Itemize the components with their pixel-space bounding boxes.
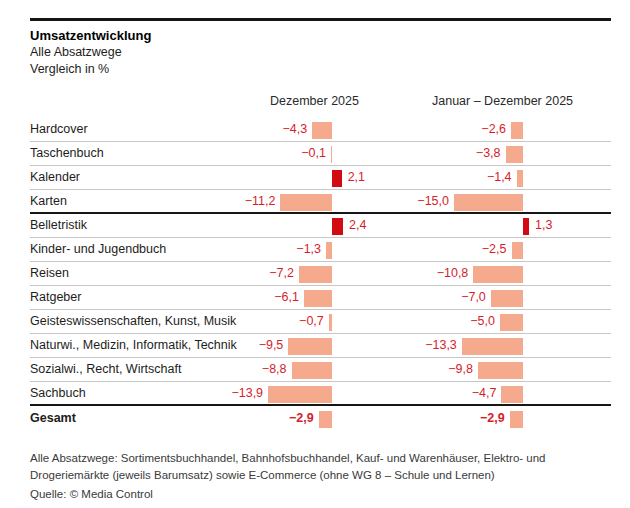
bar-dezember bbox=[304, 290, 332, 307]
value-label-jan-dez: −3,8 bbox=[476, 142, 501, 165]
row-label: Geisteswissenschaften, Kunst, Musik bbox=[30, 310, 236, 333]
chart-page: Umsatzentwicklung Alle Absatzwege Vergle… bbox=[0, 0, 630, 508]
table-row: Sozialwi., Recht, Wirtschaft −8,8 −9,8 bbox=[30, 358, 611, 382]
table-row: Ratgeber −6,1 −7,0 bbox=[30, 286, 611, 310]
bar-dezember bbox=[332, 170, 342, 187]
table-row: Sachbuch −13,9 −4,7 bbox=[30, 382, 611, 406]
value-label-dezember: 2,1 bbox=[348, 166, 365, 189]
column-header-januar-dezember: Januar – Dezember 2025 bbox=[432, 94, 573, 108]
bar-jan-dez bbox=[501, 386, 523, 403]
row-label: Hardcover bbox=[30, 118, 88, 141]
value-label-jan-dez: −9,8 bbox=[448, 358, 473, 381]
bar-dezember bbox=[288, 338, 332, 355]
row-label: Sachbuch bbox=[30, 382, 86, 405]
value-label-dezember: −11,2 bbox=[245, 190, 276, 213]
value-label-dezember: −0,1 bbox=[301, 142, 326, 165]
bar-dezember bbox=[331, 146, 332, 163]
value-label-dezember: −6,1 bbox=[274, 286, 299, 309]
table-row: Naturwi., Medizin, Informatik, Technik −9… bbox=[30, 334, 611, 358]
bar-dezember bbox=[319, 411, 332, 428]
bar-dezember bbox=[329, 314, 332, 331]
table-row: Karten −11,2 −15,0 bbox=[30, 190, 611, 214]
bar-jan-dez bbox=[511, 122, 523, 139]
row-label: Sozialwi., Recht, Wirtschaft bbox=[30, 358, 181, 381]
bar-dezember bbox=[292, 362, 332, 379]
table-row: Belletristik 2,4 1,3 bbox=[30, 214, 611, 238]
bar-jan-dez bbox=[512, 242, 524, 259]
bar-dezember bbox=[312, 122, 332, 139]
row-label: Karten bbox=[30, 190, 67, 213]
table-row: Geisteswissenschaften, Kunst, Musik −0,7 −… bbox=[30, 310, 611, 334]
bar-dezember bbox=[326, 242, 332, 259]
row-label: Belletristik bbox=[30, 214, 87, 237]
value-label-jan-dez: −10,8 bbox=[437, 262, 469, 285]
bar-jan-dez bbox=[510, 411, 523, 428]
value-label-jan-dez: −15,0 bbox=[417, 190, 449, 213]
value-label-jan-dez: −2,9 bbox=[480, 406, 505, 431]
row-label: Gesamt bbox=[30, 406, 76, 431]
row-label: Kinder- und Jugendbuch bbox=[30, 238, 166, 261]
table-row: Hardcover −4,3 −2,6 bbox=[30, 118, 611, 142]
chart-subtitle-channels: Alle Absatzwege bbox=[30, 44, 151, 61]
table-row: Kinder- und Jugendbuch −1,3 −2,5 bbox=[30, 238, 611, 262]
bar-jan-dez bbox=[500, 314, 523, 331]
table-row: Gesamt −2,9 −2,9 bbox=[30, 406, 611, 432]
value-label-jan-dez: −4,7 bbox=[472, 382, 497, 405]
footnote: Alle Absatzwege: Sortimentsbuchhandel, B… bbox=[30, 450, 608, 483]
bar-jan-dez bbox=[473, 266, 523, 283]
value-label-jan-dez: −5,0 bbox=[470, 310, 495, 333]
row-label: Reisen bbox=[30, 262, 69, 285]
row-label: Ratgeber bbox=[30, 286, 81, 309]
bar-jan-dez bbox=[506, 146, 523, 163]
value-label-dezember: −4,3 bbox=[283, 118, 308, 141]
source-credit: Quelle: © Media Control bbox=[30, 488, 153, 500]
chart-subtitle-unit: Vergleich in % bbox=[30, 61, 151, 78]
chart-title: Umsatzentwicklung bbox=[30, 27, 151, 44]
bar-jan-dez bbox=[523, 218, 529, 235]
table-row: Taschenbuch −0,1 −3,8 bbox=[30, 142, 611, 166]
top-rule bbox=[30, 18, 611, 21]
bar-jan-dez bbox=[478, 362, 523, 379]
bar-jan-dez bbox=[491, 290, 523, 307]
chart-header: Umsatzentwicklung Alle Absatzwege Vergle… bbox=[30, 27, 151, 77]
bar-jan-dez bbox=[462, 338, 523, 355]
bar-jan-dez bbox=[454, 194, 523, 211]
row-label: Taschenbuch bbox=[30, 142, 104, 165]
value-label-dezember: −9,5 bbox=[259, 334, 284, 357]
bar-dezember bbox=[332, 218, 343, 235]
value-label-jan-dez: −13,3 bbox=[425, 334, 457, 357]
column-headers: Dezember 2025 Januar – Dezember 2025 bbox=[30, 94, 611, 112]
value-label-dezember: −0,7 bbox=[299, 310, 324, 333]
value-label-jan-dez: 1,3 bbox=[535, 214, 552, 237]
value-label-jan-dez: −2,6 bbox=[481, 118, 506, 141]
bar-dezember bbox=[268, 386, 332, 403]
bar-jan-dez bbox=[517, 170, 523, 187]
bar-dezember bbox=[280, 194, 332, 211]
value-label-dezember: −13,9 bbox=[231, 382, 263, 405]
value-label-dezember: −7,2 bbox=[269, 262, 294, 285]
table-row: Kalender 2,1 −1,4 bbox=[30, 166, 611, 190]
value-label-dezember: −8,8 bbox=[262, 358, 287, 381]
value-label-jan-dez: −7,0 bbox=[461, 286, 486, 309]
row-label: Naturwi., Medizin, Informatik, Technik bbox=[30, 334, 237, 357]
value-label-dezember: −1,3 bbox=[296, 238, 321, 261]
value-label-dezember: 2,4 bbox=[349, 214, 366, 237]
value-label-jan-dez: −2,5 bbox=[482, 238, 507, 261]
bar-dezember bbox=[299, 266, 332, 283]
value-label-jan-dez: −1,4 bbox=[487, 166, 512, 189]
value-label-dezember: −2,9 bbox=[289, 406, 314, 431]
bar-table: Hardcover−4,3−2,6Taschenbuch−0,1−3,8Kale… bbox=[30, 118, 611, 432]
column-header-dezember: Dezember 2025 bbox=[270, 94, 359, 108]
table-row: Reisen −7,2 −10,8 bbox=[30, 262, 611, 286]
row-label: Kalender bbox=[30, 166, 80, 189]
